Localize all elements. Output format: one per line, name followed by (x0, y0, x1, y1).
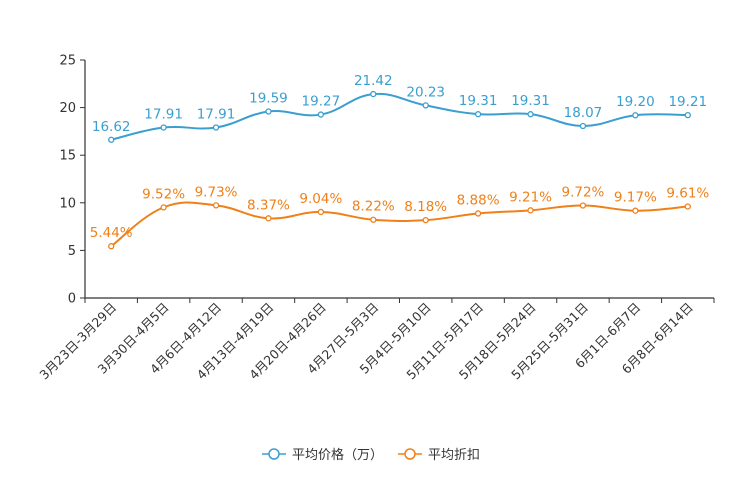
y-tick-label: 25 (59, 54, 76, 69)
series-point-1 (422, 216, 429, 224)
legend-label-0: 平均价格（万） (292, 447, 383, 463)
series-point-1 (317, 208, 325, 216)
series-point-1 (474, 210, 482, 217)
y-tick-label: 20 (59, 101, 76, 116)
series-point-0 (527, 111, 534, 118)
legend: 平均价格（万） 平均折扣 (262, 447, 480, 463)
data-label-0: 19.27 (302, 94, 341, 110)
series-layer (108, 90, 691, 250)
data-label-0: 19.31 (511, 93, 550, 109)
series-point-0 (370, 90, 377, 98)
data-label-0: 19.59 (249, 91, 288, 107)
data-label-0: 19.31 (459, 93, 498, 109)
data-label-1: 9.52% (142, 186, 185, 202)
series-point-0 (317, 111, 325, 118)
series-point-0 (474, 111, 482, 118)
legend-marker-1 (404, 448, 416, 460)
data-label-1: 9.04% (299, 191, 342, 207)
series-point-0 (684, 111, 691, 119)
legend-marker-0 (268, 448, 280, 460)
series-point-1 (370, 216, 377, 223)
data-label-0: 17.91 (197, 106, 236, 122)
series-point-1 (579, 202, 587, 209)
data-label-0: 19.21 (668, 94, 707, 110)
y-tick-label: 0 (68, 292, 76, 307)
data-label-1: 8.88% (457, 192, 500, 208)
series-point-0 (579, 122, 587, 130)
data-label-0: 16.62 (92, 119, 131, 135)
series-point-1 (212, 202, 220, 209)
data-label-1: 9.17% (614, 190, 657, 206)
legend-label-1: 平均折扣 (428, 448, 480, 463)
data-labels: 16.62 17.91 17.91 19.59 19.27 21.42 20.23 19.31… (90, 73, 710, 241)
series-point-1 (108, 243, 115, 250)
series-point-1 (160, 204, 167, 211)
series-point-0 (265, 108, 272, 115)
data-label-1: 5.44% (90, 225, 133, 241)
series-line-0 (110, 92, 688, 141)
data-label-1: 9.73% (195, 184, 238, 200)
data-label-0: 20.23 (406, 84, 445, 100)
series-point-1 (527, 207, 534, 214)
data-label-1: 9.72% (562, 184, 605, 200)
series-point-0 (108, 136, 115, 143)
data-label-1: 8.22% (352, 199, 395, 215)
series-point-1 (632, 207, 639, 214)
series-point-0 (422, 102, 429, 109)
y-tick-label: 5 (68, 244, 76, 259)
data-label-0: 19.20 (616, 94, 655, 110)
data-label-0: 18.07 (564, 105, 603, 121)
series-point-0 (212, 124, 220, 131)
y-tick-label: 15 (59, 149, 76, 164)
series-point-0 (632, 112, 639, 119)
series-line-1 (110, 201, 688, 248)
series-point-0 (160, 124, 167, 131)
data-label-1: 9.21% (509, 189, 552, 205)
data-label-1: 8.18% (404, 199, 447, 215)
series-point-1 (684, 203, 691, 210)
series-point-1 (265, 215, 272, 222)
y-tick-label: 10 (59, 196, 76, 211)
data-label-1: 8.37% (247, 197, 290, 213)
data-label-1: 9.61% (666, 186, 709, 202)
data-label-0: 17.91 (144, 106, 183, 122)
data-label-0: 21.42 (354, 73, 393, 89)
